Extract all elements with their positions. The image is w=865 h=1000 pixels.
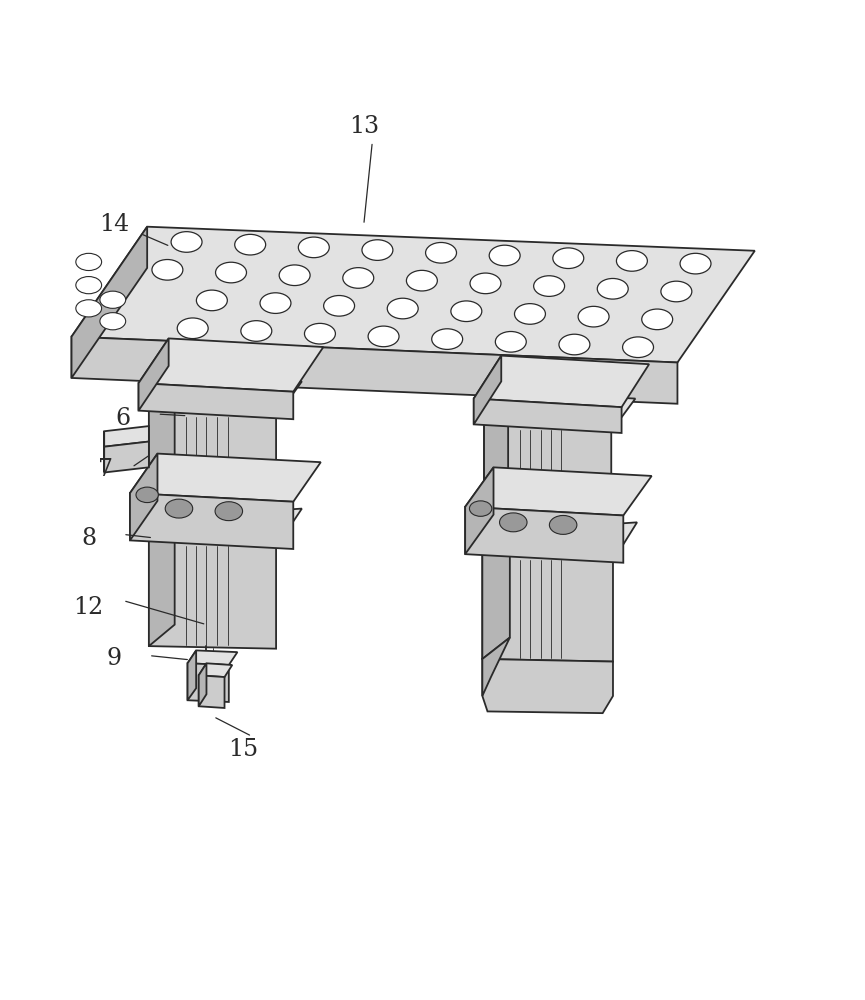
- Ellipse shape: [215, 502, 242, 521]
- Ellipse shape: [617, 251, 647, 271]
- Polygon shape: [465, 467, 494, 554]
- Ellipse shape: [368, 326, 399, 347]
- Ellipse shape: [362, 240, 393, 260]
- Polygon shape: [484, 424, 612, 509]
- Ellipse shape: [499, 513, 527, 532]
- Ellipse shape: [623, 337, 654, 358]
- Polygon shape: [483, 522, 637, 561]
- Ellipse shape: [470, 273, 501, 294]
- Polygon shape: [149, 375, 302, 417]
- Polygon shape: [483, 638, 509, 696]
- Ellipse shape: [496, 331, 526, 352]
- Ellipse shape: [136, 487, 158, 503]
- Ellipse shape: [234, 234, 266, 255]
- Text: 13: 13: [349, 115, 379, 138]
- Ellipse shape: [432, 329, 463, 349]
- Ellipse shape: [279, 265, 311, 286]
- Polygon shape: [72, 227, 755, 362]
- Ellipse shape: [324, 296, 355, 316]
- Ellipse shape: [451, 301, 482, 322]
- Polygon shape: [483, 531, 509, 659]
- Text: 14: 14: [99, 213, 130, 236]
- Polygon shape: [199, 663, 232, 677]
- Ellipse shape: [642, 309, 673, 330]
- Polygon shape: [199, 663, 207, 706]
- Ellipse shape: [76, 253, 101, 271]
- Polygon shape: [149, 375, 175, 493]
- Polygon shape: [130, 454, 321, 502]
- Polygon shape: [130, 493, 293, 549]
- Polygon shape: [483, 554, 613, 662]
- Text: 8: 8: [81, 527, 96, 550]
- Polygon shape: [199, 675, 225, 708]
- Polygon shape: [130, 454, 157, 540]
- Ellipse shape: [240, 321, 272, 341]
- Polygon shape: [483, 659, 613, 713]
- Ellipse shape: [165, 499, 193, 518]
- Polygon shape: [104, 442, 149, 472]
- Text: 9: 9: [107, 647, 122, 670]
- Ellipse shape: [171, 232, 202, 252]
- Ellipse shape: [76, 277, 101, 294]
- Ellipse shape: [534, 276, 565, 296]
- Text: 6: 6: [116, 407, 131, 430]
- Polygon shape: [138, 383, 293, 419]
- Ellipse shape: [470, 501, 492, 516]
- Polygon shape: [149, 540, 276, 649]
- Ellipse shape: [426, 242, 457, 263]
- Polygon shape: [149, 509, 302, 547]
- Ellipse shape: [298, 237, 330, 258]
- Text: 12: 12: [74, 596, 104, 619]
- Ellipse shape: [388, 298, 418, 319]
- Ellipse shape: [215, 262, 247, 283]
- Polygon shape: [104, 426, 149, 447]
- Polygon shape: [188, 650, 237, 665]
- Polygon shape: [149, 517, 175, 646]
- Polygon shape: [465, 507, 624, 563]
- Text: 15: 15: [228, 738, 259, 761]
- Ellipse shape: [260, 293, 291, 313]
- Ellipse shape: [407, 270, 438, 291]
- Polygon shape: [138, 338, 169, 411]
- Ellipse shape: [553, 248, 584, 269]
- Ellipse shape: [304, 323, 336, 344]
- Ellipse shape: [99, 291, 125, 308]
- Polygon shape: [138, 338, 324, 392]
- Polygon shape: [474, 356, 649, 407]
- Polygon shape: [484, 392, 508, 507]
- Polygon shape: [149, 411, 276, 496]
- Polygon shape: [484, 392, 635, 431]
- Polygon shape: [72, 337, 677, 404]
- Polygon shape: [188, 663, 229, 702]
- Ellipse shape: [559, 334, 590, 355]
- Polygon shape: [474, 356, 501, 424]
- Ellipse shape: [578, 306, 609, 327]
- Ellipse shape: [597, 278, 628, 299]
- Ellipse shape: [515, 304, 546, 324]
- Ellipse shape: [343, 268, 374, 288]
- Polygon shape: [465, 467, 651, 515]
- Ellipse shape: [661, 281, 692, 302]
- Ellipse shape: [76, 300, 101, 317]
- Ellipse shape: [99, 313, 125, 330]
- Ellipse shape: [549, 515, 577, 534]
- Ellipse shape: [680, 253, 711, 274]
- Ellipse shape: [196, 290, 227, 311]
- Ellipse shape: [152, 260, 183, 280]
- Polygon shape: [188, 650, 196, 700]
- Ellipse shape: [177, 318, 208, 339]
- Polygon shape: [72, 227, 147, 378]
- Ellipse shape: [490, 245, 520, 266]
- Polygon shape: [474, 399, 622, 433]
- Text: 7: 7: [99, 458, 113, 481]
